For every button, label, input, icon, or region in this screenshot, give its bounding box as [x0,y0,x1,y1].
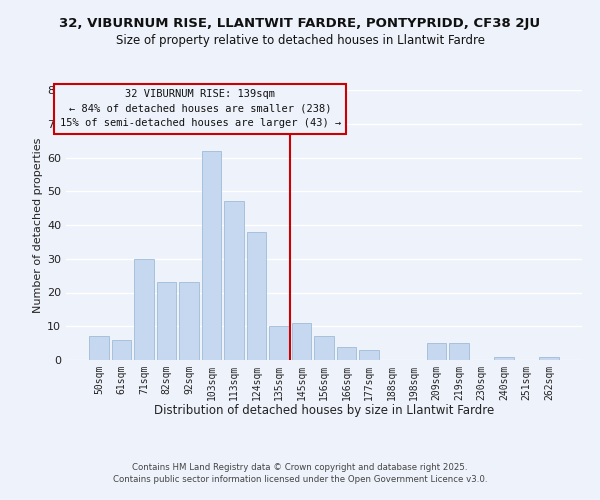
Bar [112,340,131,360]
Bar [179,282,199,360]
Bar [449,343,469,360]
Text: 32, VIBURNUM RISE, LLANTWIT FARDRE, PONTYPRIDD, CF38 2JU: 32, VIBURNUM RISE, LLANTWIT FARDRE, PONT… [59,18,541,30]
Bar [314,336,334,360]
Bar [134,259,154,360]
Y-axis label: Number of detached properties: Number of detached properties [33,138,43,312]
Bar [247,232,266,360]
Bar [359,350,379,360]
Bar [337,346,356,360]
Bar [539,356,559,360]
Text: Contains HM Land Registry data © Crown copyright and database right 2025.: Contains HM Land Registry data © Crown c… [132,464,468,472]
Bar [269,326,289,360]
Bar [89,336,109,360]
Text: 32 VIBURNUM RISE: 139sqm
← 84% of detached houses are smaller (238)
15% of semi-: 32 VIBURNUM RISE: 139sqm ← 84% of detach… [59,89,341,128]
Bar [157,282,176,360]
Bar [494,356,514,360]
Text: Contains public sector information licensed under the Open Government Licence v3: Contains public sector information licen… [113,474,487,484]
Text: Size of property relative to detached houses in Llantwit Fardre: Size of property relative to detached ho… [115,34,485,47]
Bar [292,323,311,360]
Bar [427,343,446,360]
Bar [202,151,221,360]
X-axis label: Distribution of detached houses by size in Llantwit Fardre: Distribution of detached houses by size … [154,404,494,417]
Bar [224,202,244,360]
